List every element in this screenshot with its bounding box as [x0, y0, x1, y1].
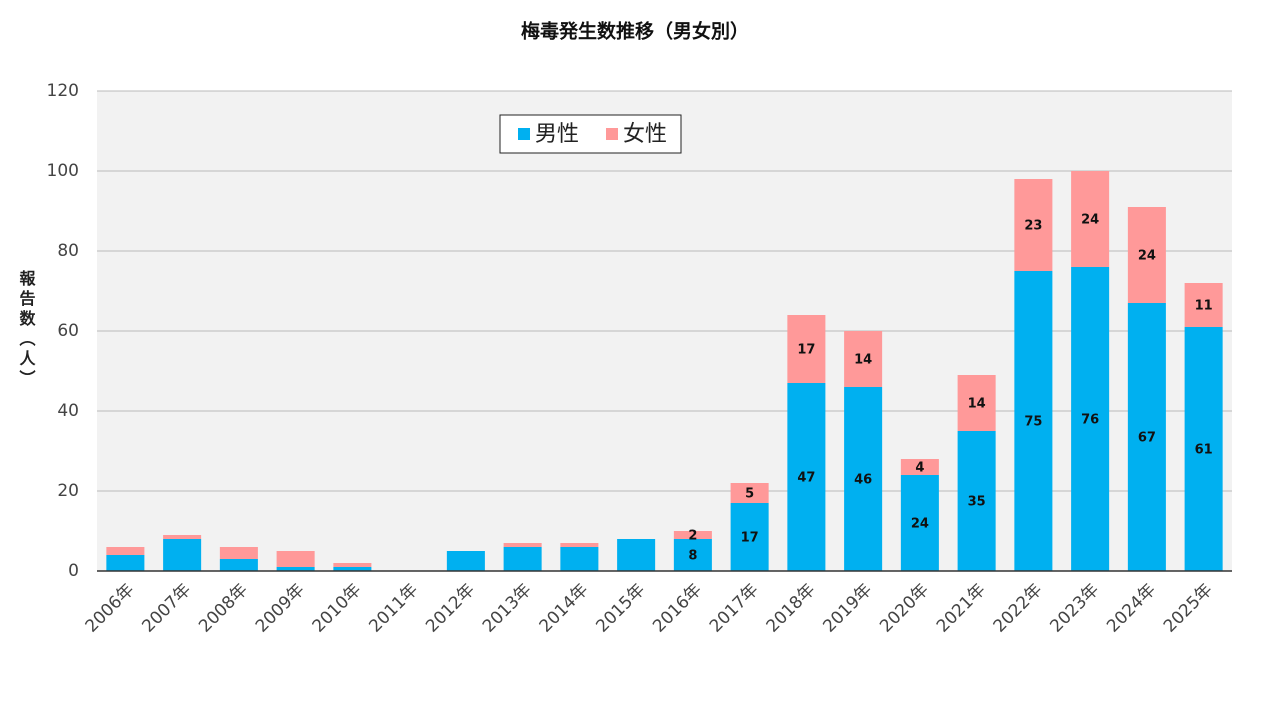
x-tick-label: 2010年 [309, 580, 366, 637]
bar-segment [219, 559, 258, 571]
bar-segment [560, 547, 599, 571]
bar-segment [1127, 303, 1166, 571]
data-label: 24 [911, 517, 929, 532]
data-label: 17 [797, 343, 815, 358]
data-label: 47 [797, 471, 815, 486]
y-tick-label: 60 [57, 321, 79, 341]
bar-segment [560, 543, 599, 547]
data-label: 14 [854, 353, 872, 368]
data-label: 8 [688, 549, 697, 564]
x-tick-label: 2011年 [365, 580, 422, 637]
bar-segment [617, 539, 656, 571]
x-tick-label: 2009年 [252, 580, 309, 637]
x-tick-label: 2014年 [536, 580, 593, 637]
bar-segment [1014, 179, 1053, 271]
bar-segment [446, 551, 485, 571]
bar-segment [219, 547, 258, 559]
data-label: 46 [854, 473, 872, 488]
data-label: 61 [1195, 443, 1213, 458]
data-label: 23 [1024, 219, 1042, 234]
x-tick-label: 2025年 [1160, 580, 1217, 637]
x-tick-label: 2018年 [763, 580, 820, 637]
data-label: 76 [1081, 413, 1099, 428]
bar-segment [503, 543, 542, 547]
y-tick-label: 80 [57, 241, 79, 261]
bar-segment [787, 315, 826, 383]
data-label: 67 [1138, 431, 1156, 446]
x-tick-label: 2007年 [138, 580, 195, 637]
data-label: 5 [745, 487, 754, 502]
x-tick-label: 2016年 [649, 580, 706, 637]
x-tick-label: 2006年 [82, 580, 139, 637]
x-tick-label: 2020年 [876, 580, 933, 637]
legend-swatch [606, 128, 618, 140]
bar-segment [900, 459, 939, 475]
data-label: 24 [1138, 249, 1156, 264]
x-tick-label: 2023年 [1046, 580, 1103, 637]
data-label: 14 [968, 397, 986, 412]
bar-segment [1127, 207, 1166, 303]
data-label: 24 [1081, 213, 1099, 228]
x-tick-label: 2015年 [592, 580, 649, 637]
y-tick-label: 40 [57, 401, 79, 421]
y-axis-label: 報告数（人） [17, 270, 36, 390]
bar-segment [1071, 267, 1110, 571]
y-tick-label: 20 [57, 481, 79, 501]
bar-segment [844, 387, 883, 571]
bar-segment [673, 539, 712, 571]
bar-segment [163, 535, 202, 539]
chart-title: 梅毒発生数推移（男女別） [521, 20, 749, 43]
legend-swatch [518, 128, 530, 140]
bar-segment [730, 503, 769, 571]
data-label: 11 [1195, 299, 1213, 314]
bar-segment [957, 375, 996, 431]
bar-segment [276, 551, 315, 567]
y-tick-label: 0 [68, 561, 79, 581]
x-tick-label: 2022年 [990, 580, 1047, 637]
bar-segment [787, 383, 826, 571]
data-label: 35 [968, 495, 986, 510]
x-tick-label: 2024年 [1103, 580, 1160, 637]
data-label: 17 [741, 531, 759, 546]
bar-segment [333, 563, 372, 567]
bar-segment [1014, 271, 1053, 571]
bar-segment [106, 555, 145, 571]
bar-segment [844, 331, 883, 387]
x-tick-label: 2019年 [819, 580, 876, 637]
x-tick-label: 2021年 [933, 580, 990, 637]
data-label: 4 [915, 461, 924, 476]
bar-segment [1184, 327, 1223, 571]
x-tick-label: 2012年 [422, 580, 479, 637]
bar-segment [276, 567, 315, 571]
data-label: 2 [688, 529, 697, 544]
bar-segment [106, 547, 145, 555]
bar-segment [957, 431, 996, 571]
bar-segment [1071, 171, 1110, 267]
x-tick-label: 2008年 [195, 580, 252, 637]
x-tick-label: 2017年 [706, 580, 763, 637]
bar-segment [163, 539, 202, 571]
data-label: 75 [1024, 415, 1042, 430]
y-tick-label: 120 [47, 81, 79, 101]
bar-segment [503, 547, 542, 571]
bar-segment [333, 567, 372, 571]
y-tick-label: 100 [47, 161, 79, 181]
legend-label: 男性 [535, 122, 579, 147]
x-tick-label: 2013年 [479, 580, 536, 637]
bar-segment [730, 483, 769, 503]
legend-box [499, 114, 682, 154]
bar-segment [673, 531, 712, 539]
bar-segment [1184, 283, 1223, 327]
bar-segment [900, 475, 939, 571]
legend-label: 女性 [623, 122, 667, 147]
